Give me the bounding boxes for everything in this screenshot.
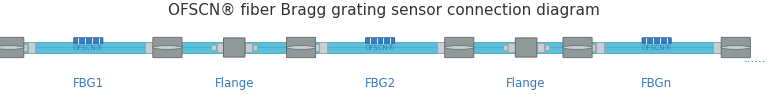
Bar: [253, 45, 257, 50]
Circle shape: [563, 46, 592, 49]
FancyBboxPatch shape: [366, 38, 395, 43]
Text: OFSCN®: OFSCN®: [641, 45, 672, 51]
Bar: [439, 44, 444, 51]
Bar: [537, 43, 544, 52]
Bar: [508, 43, 515, 52]
Circle shape: [721, 46, 750, 49]
Bar: [319, 42, 327, 53]
Bar: [245, 43, 252, 52]
Bar: [217, 43, 223, 52]
Text: Flange: Flange: [214, 77, 254, 90]
FancyBboxPatch shape: [223, 38, 245, 57]
Text: Flange: Flange: [506, 77, 546, 90]
Text: FBG2: FBG2: [365, 77, 396, 90]
Bar: [147, 44, 152, 51]
FancyBboxPatch shape: [74, 38, 103, 43]
Bar: [4, 47, 741, 48]
Bar: [596, 42, 604, 53]
Circle shape: [153, 46, 182, 49]
Text: OFSCN®: OFSCN®: [73, 45, 104, 51]
FancyBboxPatch shape: [642, 38, 671, 43]
FancyBboxPatch shape: [0, 37, 24, 58]
Text: FBGn: FBGn: [641, 77, 672, 90]
Bar: [211, 45, 216, 50]
FancyBboxPatch shape: [153, 37, 182, 58]
Bar: [28, 42, 35, 53]
Circle shape: [0, 46, 24, 49]
Bar: [545, 45, 549, 50]
Bar: [591, 44, 595, 51]
Circle shape: [286, 46, 316, 49]
FancyBboxPatch shape: [563, 37, 592, 58]
Bar: [314, 44, 319, 51]
Bar: [716, 44, 720, 51]
Text: FBG1: FBG1: [73, 77, 104, 90]
Text: ......: ......: [743, 52, 766, 65]
FancyBboxPatch shape: [286, 37, 316, 58]
FancyBboxPatch shape: [445, 37, 474, 58]
Text: OFSCN® fiber Bragg grating sensor connection diagram: OFSCN® fiber Bragg grating sensor connec…: [168, 3, 600, 18]
Circle shape: [445, 46, 474, 49]
Bar: [22, 44, 27, 51]
FancyBboxPatch shape: [721, 37, 750, 58]
Bar: [145, 42, 153, 53]
Bar: [437, 42, 445, 53]
Bar: [4, 42, 741, 53]
Bar: [503, 45, 508, 50]
Bar: [713, 42, 721, 53]
FancyBboxPatch shape: [515, 38, 537, 57]
Text: OFSCN®: OFSCN®: [365, 45, 396, 51]
